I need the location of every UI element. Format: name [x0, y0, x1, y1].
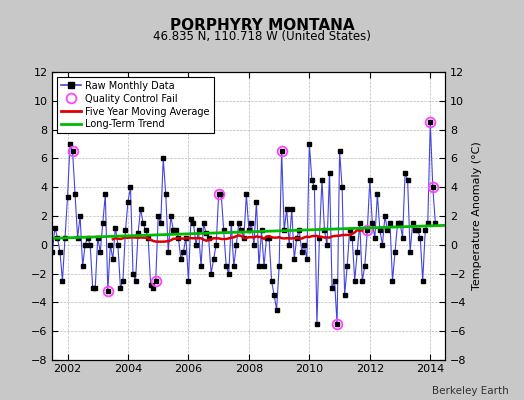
Text: Berkeley Earth: Berkeley Earth: [432, 386, 508, 396]
Y-axis label: Temperature Anomaly (°C): Temperature Anomaly (°C): [472, 142, 482, 290]
Text: PORPHYRY MONTANA: PORPHYRY MONTANA: [170, 18, 354, 33]
Text: 46.835 N, 110.718 W (United States): 46.835 N, 110.718 W (United States): [153, 30, 371, 43]
Legend: Raw Monthly Data, Quality Control Fail, Five Year Moving Average, Long-Term Tren: Raw Monthly Data, Quality Control Fail, …: [57, 77, 214, 133]
